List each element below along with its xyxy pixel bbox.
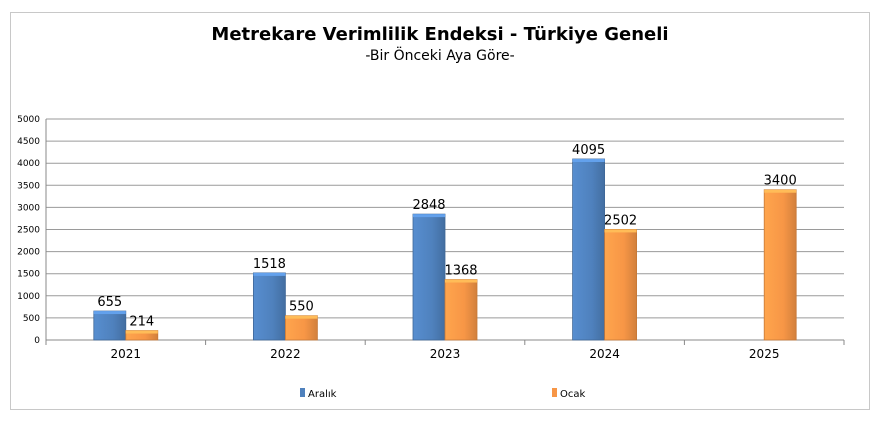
y-tick-label: 3000 xyxy=(17,203,40,213)
legend-swatch xyxy=(300,388,305,397)
bar-top-highlight xyxy=(764,189,797,193)
bar xyxy=(412,213,446,341)
bar-ocak-2025 xyxy=(763,189,797,341)
bar xyxy=(252,272,286,341)
bar-ocak-2024 xyxy=(604,229,637,341)
x-tick-label: 2025 xyxy=(749,347,780,361)
bar xyxy=(284,315,318,341)
chart-frame xyxy=(10,12,870,410)
chart-subtitle: -Bir Önceki Aya Göre- xyxy=(365,46,514,64)
bar xyxy=(93,310,127,341)
data-label: 2848 xyxy=(412,198,445,213)
legend-label: Aralık xyxy=(308,389,337,400)
bar xyxy=(604,229,637,341)
bar xyxy=(763,189,797,341)
bar-aral-k-2022 xyxy=(252,272,286,341)
data-label: 550 xyxy=(289,300,314,315)
bar-ocak-2023 xyxy=(444,279,478,341)
legend-item-1: Ocak xyxy=(552,388,585,400)
bar-top-highlight xyxy=(413,214,445,218)
data-label: 3400 xyxy=(764,174,797,189)
x-tick-label: 2022 xyxy=(270,347,301,361)
x-tick-label: 2021 xyxy=(111,347,142,361)
data-label: 1518 xyxy=(253,257,286,272)
bar xyxy=(444,279,478,341)
data-label: 655 xyxy=(97,295,122,310)
y-tick-label: 3500 xyxy=(17,181,40,191)
y-tick-label: 5000 xyxy=(17,115,40,125)
data-label: 214 xyxy=(129,315,154,330)
bar-ocak-2022 xyxy=(284,315,318,341)
y-tick-label: 500 xyxy=(23,314,40,324)
legend-swatch xyxy=(552,388,557,397)
bar-top-highlight xyxy=(572,159,605,163)
y-tick-label: 1500 xyxy=(17,270,40,280)
bar xyxy=(572,158,605,341)
bar-aral-k-2023 xyxy=(412,213,446,341)
x-tick-label: 2023 xyxy=(430,347,461,361)
y-tick-label: 2500 xyxy=(17,226,40,236)
y-tick-label: 4000 xyxy=(17,159,40,169)
bar-top-highlight xyxy=(93,311,126,315)
bar-aral-k-2024 xyxy=(572,158,605,341)
bar-top-highlight xyxy=(125,330,158,334)
y-tick-label: 4500 xyxy=(17,137,40,147)
bar-aral-k-2021 xyxy=(93,310,127,341)
chart-title: Metrekare Verimlilik Endeksi - Türkiye G… xyxy=(211,24,668,45)
bar-top-highlight xyxy=(253,272,286,276)
bar-top-highlight xyxy=(285,315,318,319)
bar-top-highlight xyxy=(445,279,477,283)
y-tick-label: 0 xyxy=(34,336,40,346)
legend-item-0: Aralık xyxy=(300,388,337,400)
bar-top-highlight xyxy=(604,229,637,233)
bar-ocak-2021 xyxy=(125,330,159,341)
y-tick-label: 1000 xyxy=(17,292,40,302)
legend-label: Ocak xyxy=(560,389,585,400)
data-label: 2502 xyxy=(604,213,637,228)
y-tick-label: 2000 xyxy=(17,248,40,258)
data-label: 1368 xyxy=(444,264,477,279)
x-tick-label: 2024 xyxy=(589,347,620,361)
data-label: 4095 xyxy=(572,143,605,158)
